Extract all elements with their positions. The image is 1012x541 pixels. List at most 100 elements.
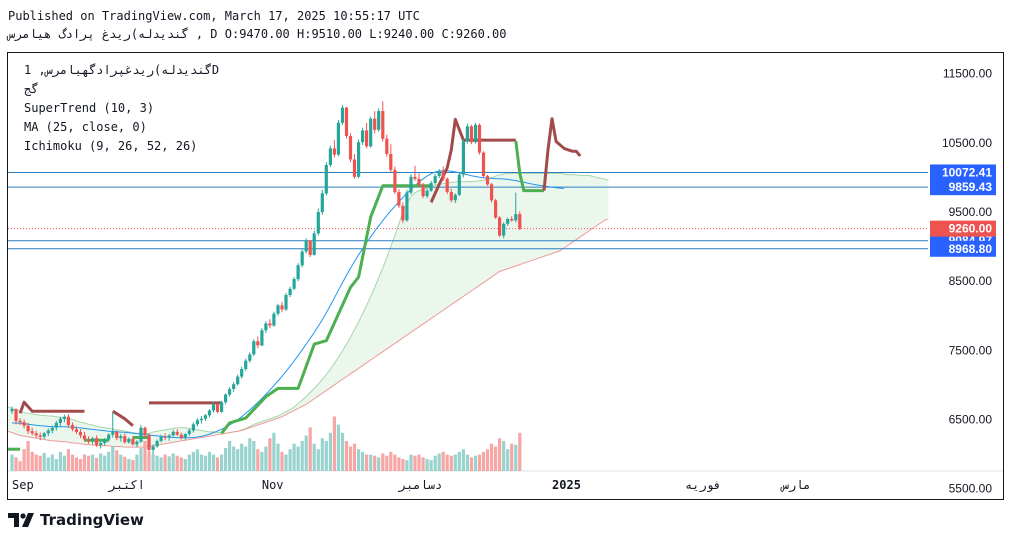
- candles: [10, 101, 522, 455]
- legend-ma[interactable]: MA (25, close, 0): [24, 120, 147, 134]
- candle: [449, 188, 453, 203]
- y-tick-label: 5500.00: [949, 482, 993, 496]
- y-axis[interactable]: 11500.00 10500.00 9500.00 8500.00 7500.00 650…: [930, 67, 996, 496]
- candle-body: [14, 409, 18, 421]
- volume-bar: [361, 451, 365, 471]
- candle: [268, 319, 272, 329]
- candle-body: [433, 176, 437, 183]
- candle: [328, 145, 332, 168]
- candle-body: [320, 193, 324, 213]
- candle: [10, 406, 14, 414]
- legend-supertrend[interactable]: SuperTrend (10, 3): [24, 101, 155, 115]
- volume-bar: [78, 459, 83, 471]
- candle-body: [123, 436, 127, 443]
- candle: [373, 111, 377, 134]
- candle-body: [46, 430, 50, 434]
- level-label-bg: [930, 240, 996, 257]
- candle-body: [514, 214, 518, 221]
- candle-body: [260, 330, 264, 346]
- volume-bar: [292, 443, 296, 471]
- volume-bar: [352, 443, 357, 471]
- level-label: 10072.41: [942, 165, 992, 179]
- volume-bar: [211, 454, 216, 471]
- candle: [103, 438, 107, 446]
- candle-body: [485, 176, 490, 185]
- supertrend-segment: [18, 400, 85, 414]
- candle: [361, 127, 365, 145]
- candle: [385, 134, 389, 157]
- chart-canvas[interactable]: 11500.00 10500.00 9500.00 8500.00 7500.00 650…: [8, 53, 1003, 499]
- tradingview-brand[interactable]: TradingView: [8, 511, 144, 529]
- volume-bar: [70, 454, 75, 471]
- volume-bar: [433, 455, 437, 471]
- candle: [91, 436, 95, 445]
- candle: [139, 425, 143, 443]
- current-price-label: 9260.00: [949, 222, 993, 236]
- candle: [369, 116, 373, 148]
- candle: [42, 431, 46, 439]
- legend-ichimoku[interactable]: Ichimoku (9, 26, 52, 26): [24, 139, 198, 153]
- candle-body: [10, 409, 14, 412]
- candle-body: [316, 212, 320, 234]
- candle: [236, 374, 240, 386]
- volume-bar: [312, 443, 316, 471]
- volume-bar: [58, 451, 62, 471]
- candle-body: [280, 305, 284, 310]
- volume-bar: [377, 457, 381, 471]
- candle: [365, 122, 369, 149]
- candle-body: [352, 159, 357, 177]
- candle-body: [179, 434, 183, 439]
- candle: [248, 352, 252, 363]
- volume-bar: [280, 451, 284, 471]
- volume-bar: [494, 446, 498, 471]
- candle-body: [203, 415, 207, 419]
- candle: [506, 217, 510, 226]
- candle-body: [232, 384, 236, 389]
- x-axis[interactable]: Sep اکتبر Nov دسامبر 2025 فوریه مارس: [12, 478, 811, 493]
- candle-body: [461, 141, 465, 175]
- candle-body: [264, 323, 268, 331]
- volume-bar: [91, 454, 95, 471]
- candle-body: [385, 138, 389, 154]
- candle-body: [187, 430, 191, 434]
- candle-body: [284, 295, 288, 310]
- volume-bar: [300, 441, 304, 471]
- volume-bar: [131, 460, 135, 471]
- volume-bar: [344, 441, 349, 471]
- x-tick-label: 2025: [552, 478, 581, 492]
- volume-bar: [244, 446, 248, 471]
- horizontal-levels[interactable]: [8, 171, 928, 250]
- candle-body: [457, 174, 461, 195]
- candle-body: [361, 130, 365, 143]
- chart-frame[interactable]: 11500.00 10500.00 9500.00 8500.00 7500.00 650…: [7, 52, 1004, 500]
- candle: [413, 165, 417, 181]
- candle: [203, 413, 207, 421]
- volume-bar: [183, 459, 187, 471]
- candle: [175, 429, 179, 437]
- supertrend-segment: [542, 117, 582, 191]
- candle: [405, 189, 409, 222]
- candle-body: [308, 240, 312, 255]
- candle-body: [147, 435, 151, 450]
- candle: [115, 430, 119, 441]
- candle-body: [30, 431, 34, 434]
- legend-symbol[interactable]: گندیدله)ریدغپرادگهیامرس, 1D: [24, 63, 220, 77]
- volume-bar: [457, 451, 461, 471]
- candle: [215, 403, 220, 414]
- volume-bar: [304, 435, 308, 471]
- candle: [256, 336, 260, 349]
- candle: [445, 177, 449, 195]
- candle: [143, 426, 147, 438]
- volume-bars: [10, 416, 522, 471]
- ma-line: [11, 170, 565, 439]
- candle: [518, 211, 522, 231]
- candle: [312, 230, 316, 256]
- y-tick-label: 7500.00: [949, 343, 993, 357]
- candle-body: [119, 436, 123, 439]
- candle-body: [155, 440, 159, 447]
- volume-bar: [425, 459, 429, 471]
- candle-body: [494, 200, 498, 218]
- candle-body: [228, 389, 232, 395]
- candle-body: [115, 431, 119, 439]
- candle: [304, 238, 308, 254]
